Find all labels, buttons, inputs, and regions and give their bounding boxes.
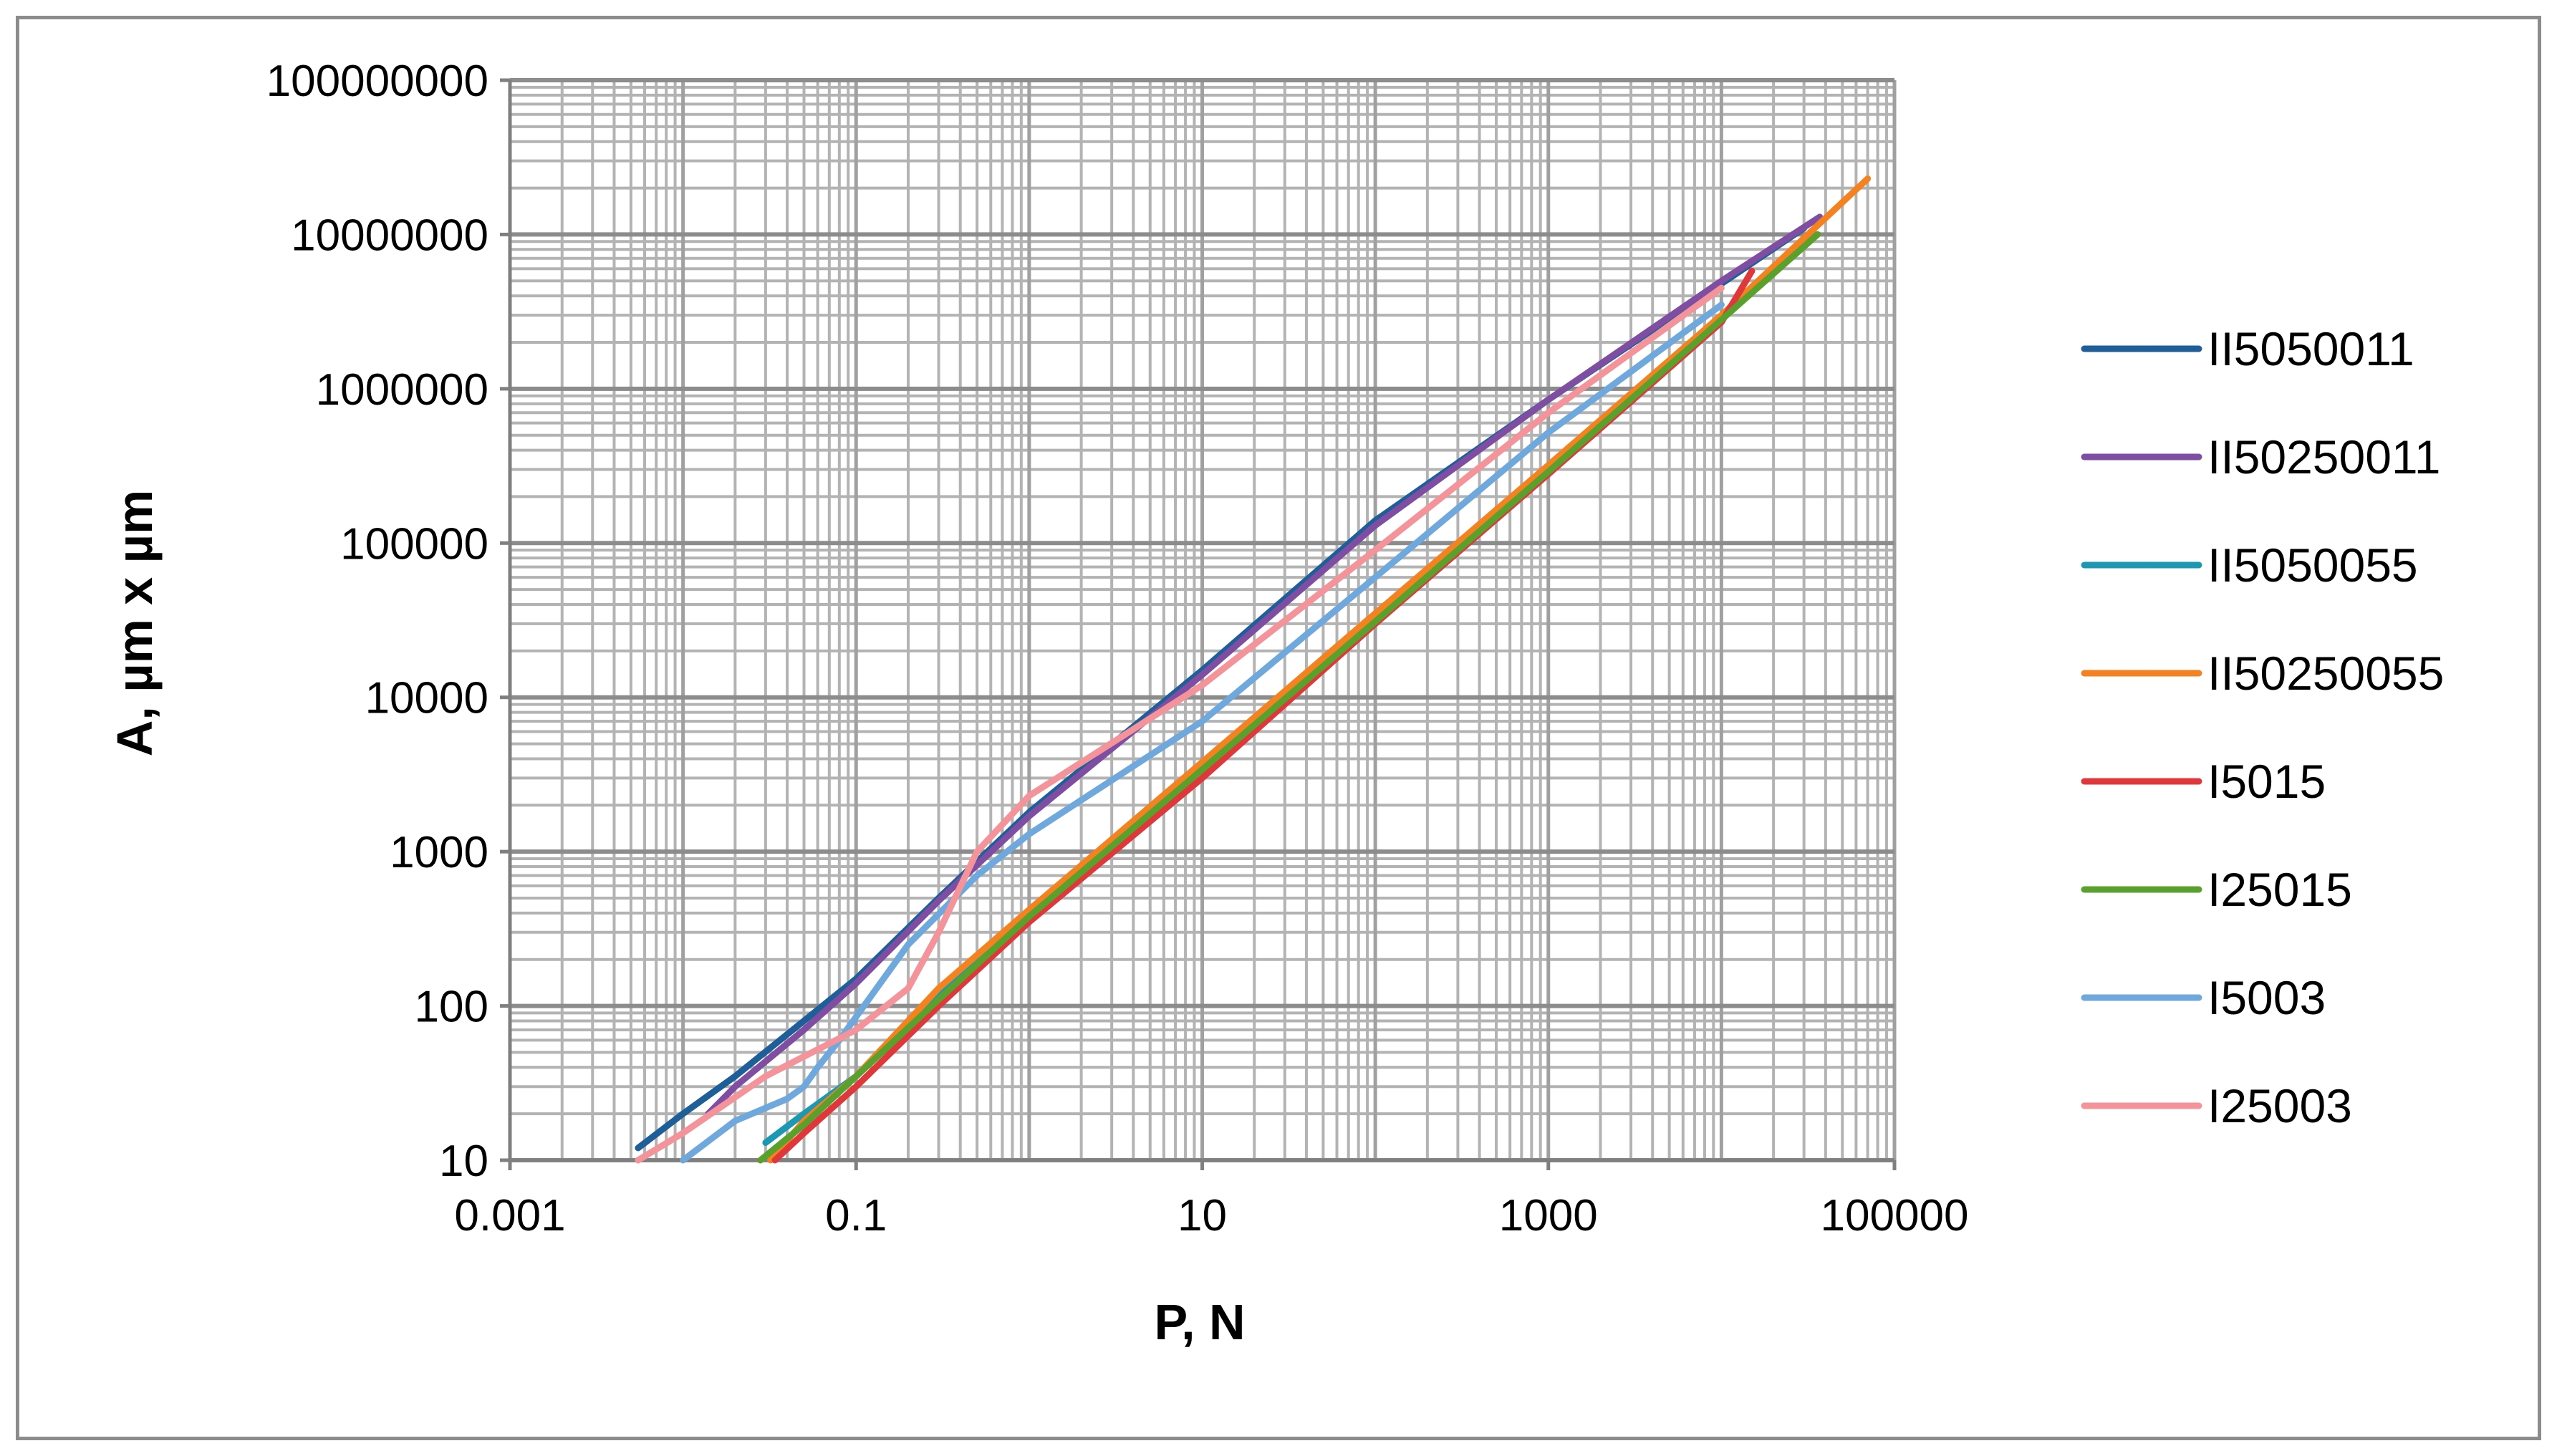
y-tick-label: 10000000 bbox=[291, 211, 488, 260]
y-tick-label: 1000000 bbox=[316, 365, 488, 415]
x-tick-label: 10 bbox=[1178, 1191, 1227, 1240]
x-tick-label: 0.001 bbox=[454, 1191, 565, 1240]
legend-label: I5003 bbox=[2207, 971, 2326, 1024]
series-line-I5003 bbox=[680, 302, 1725, 1164]
y-tick-label: 100000 bbox=[340, 519, 488, 569]
legend-label: II50250055 bbox=[2207, 647, 2444, 700]
x-tick-label: 1000 bbox=[1499, 1191, 1598, 1240]
legend-label: I5015 bbox=[2207, 755, 2326, 808]
chart-frame bbox=[16, 16, 2541, 1440]
y-axis-title: A, µm x µm bbox=[107, 490, 163, 756]
series-line-I25003 bbox=[635, 284, 1725, 1164]
series-line-II5050011 bbox=[635, 225, 1808, 1152]
legend-label: II5050055 bbox=[2207, 539, 2418, 592]
y-tick-label: 1000 bbox=[390, 828, 488, 877]
x-tick-label: 100000 bbox=[1821, 1191, 1969, 1240]
x-axis-ticks: 0.001 0.1 10 1000 100000 bbox=[454, 1160, 1968, 1240]
series-line-II50250011 bbox=[705, 213, 1824, 1117]
legend-label: I25015 bbox=[2207, 863, 2352, 916]
minor-grid bbox=[510, 80, 1894, 1160]
legend-label: II50250011 bbox=[2207, 430, 2440, 483]
legend: II5050011 II50250011 II5050055 II50250055 I5… bbox=[2081, 322, 2444, 1132]
series-layer bbox=[635, 175, 1872, 1164]
legend-label: I25003 bbox=[2207, 1079, 2352, 1132]
x-tick-label: 0.1 bbox=[825, 1191, 887, 1240]
series-line-I25015 bbox=[757, 231, 1821, 1164]
legend-label: II5050011 bbox=[2207, 322, 2414, 375]
x-axis-title: P, N bbox=[1154, 1294, 1245, 1350]
y-tick-label: 10 bbox=[439, 1137, 488, 1186]
y-tick-label: 100000000 bbox=[266, 57, 488, 106]
plot-area bbox=[500, 80, 1894, 1170]
y-axis-ticks: 10 100 1000 10000 100000 1000000 10000000 10000… bbox=[266, 57, 510, 1186]
y-tick-label: 10000 bbox=[365, 674, 488, 723]
y-tick-label: 100 bbox=[415, 983, 488, 1032]
